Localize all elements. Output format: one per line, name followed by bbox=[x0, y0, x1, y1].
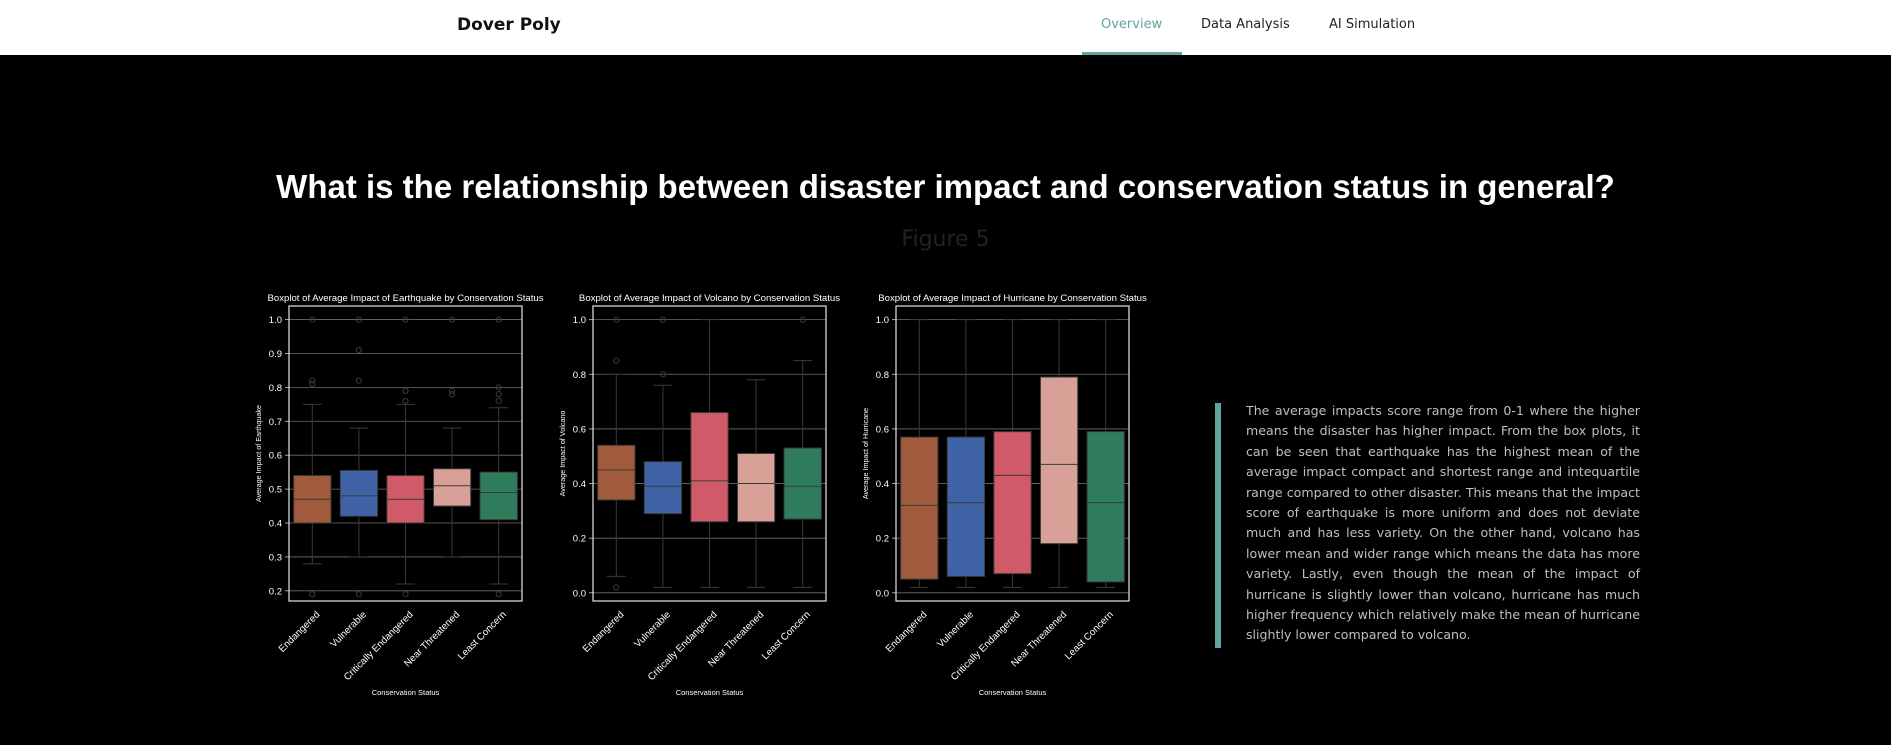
volcano-boxplot: Boxplot of Average Impact of Volcano by … bbox=[559, 293, 840, 697]
page-title: What is the relationship between disaste… bbox=[276, 168, 1615, 205]
y-tick-label: 1.0 bbox=[269, 315, 282, 326]
y-tick-label: 0.0 bbox=[573, 588, 586, 599]
x-tick-label: Least Concern bbox=[1063, 609, 1116, 662]
box-endangered bbox=[597, 444, 636, 501]
box-least-concern bbox=[479, 471, 518, 521]
x-tick-label: Endangered bbox=[277, 609, 323, 655]
y-tick-label: 0.6 bbox=[269, 451, 282, 462]
box-critically-endangered bbox=[690, 412, 729, 523]
outlier-point bbox=[402, 397, 409, 405]
outlier-point bbox=[355, 316, 363, 323]
chart-title: Boxplot of Average Impact of Earthquake … bbox=[267, 293, 543, 304]
y-tick-label: 0.4 bbox=[269, 519, 282, 530]
outlier-point bbox=[449, 387, 456, 394]
y-tick-label: 0.5 bbox=[269, 485, 282, 496]
description-accent-bar bbox=[1215, 403, 1221, 648]
y-tick-label: 1.0 bbox=[573, 315, 586, 326]
outlier-point bbox=[402, 316, 409, 323]
outlier-point bbox=[495, 391, 502, 398]
outlier-point bbox=[355, 591, 363, 598]
outlier-point bbox=[659, 371, 667, 378]
outlier-point bbox=[659, 316, 667, 323]
y-tick-label: 0.4 bbox=[876, 479, 889, 490]
box-least-concern bbox=[1086, 431, 1125, 583]
nav-item-overview[interactable]: Overview bbox=[1101, 17, 1163, 32]
hurricane-boxplot: Boxplot of Average Impact of Hurricane b… bbox=[862, 293, 1147, 697]
y-axis-label: Average Impact of Hurricane bbox=[862, 408, 870, 499]
box-near-threatened bbox=[432, 468, 472, 507]
x-tick-label: Least Concern bbox=[456, 609, 509, 662]
earthquake-boxplot: Boxplot of Average Impact of Earthquake … bbox=[255, 293, 544, 697]
y-tick-label: 0.2 bbox=[269, 586, 282, 597]
outlier-point bbox=[402, 387, 409, 394]
outlier-point bbox=[355, 346, 363, 354]
y-axis-label: Average Impact of Earthquake bbox=[255, 405, 263, 502]
x-axis-label: Conservation Status bbox=[372, 688, 440, 697]
y-tick-label: 0.0 bbox=[876, 588, 889, 599]
x-tick-label: Vulnerable bbox=[632, 609, 673, 650]
box-vulnerable bbox=[339, 469, 379, 517]
plot-frame bbox=[592, 305, 827, 602]
nav-item-data-analysis[interactable]: Data Analysis bbox=[1201, 17, 1290, 32]
box-near-threatened bbox=[1039, 376, 1079, 545]
y-tick-label: 0.3 bbox=[269, 552, 282, 563]
top-navbar: Dover Poly Overview Data Analysis AI Sim… bbox=[0, 0, 1891, 55]
y-tick-label: 0.7 bbox=[269, 417, 282, 428]
outlier-point bbox=[309, 380, 316, 388]
y-tick-label: 0.6 bbox=[876, 424, 889, 435]
description-text: The average impacts score range from 0-1… bbox=[1246, 403, 1640, 643]
outlier-point bbox=[613, 584, 620, 591]
y-tick-label: 0.2 bbox=[876, 534, 889, 545]
outlier-point bbox=[495, 397, 502, 405]
outlier-point bbox=[449, 391, 456, 398]
y-tick-label: 0.8 bbox=[876, 370, 889, 381]
outlier-point bbox=[495, 591, 502, 598]
outlier-point bbox=[613, 357, 620, 364]
chart-title: Boxplot of Average Impact of Volcano by … bbox=[579, 293, 840, 304]
y-tick-label: 0.9 bbox=[269, 349, 282, 360]
x-tick-label: Endangered bbox=[884, 609, 930, 655]
figure-label: Figure 5 bbox=[901, 227, 990, 252]
outlier-point bbox=[402, 591, 409, 598]
outlier-point bbox=[449, 316, 456, 323]
box-vulnerable bbox=[643, 461, 683, 515]
x-axis-label: Conservation Status bbox=[676, 688, 744, 697]
nav-item-ai-simulation[interactable]: AI Simulation bbox=[1329, 17, 1416, 32]
x-tick-label: Vulnerable bbox=[935, 609, 976, 650]
outlier-point bbox=[309, 591, 316, 598]
outlier-point bbox=[495, 384, 502, 391]
brand-logo[interactable]: Dover Poly bbox=[457, 15, 561, 35]
outlier-point bbox=[799, 316, 806, 323]
box-critically-endangered bbox=[993, 431, 1032, 575]
y-tick-label: 0.2 bbox=[573, 534, 586, 545]
plot-frame bbox=[895, 305, 1130, 602]
outlier-point bbox=[613, 316, 620, 323]
outlier-point bbox=[355, 377, 363, 384]
outlier-point bbox=[309, 377, 316, 384]
outlier-point bbox=[309, 316, 316, 323]
box-endangered bbox=[900, 436, 939, 580]
y-tick-label: 1.0 bbox=[876, 315, 889, 326]
y-axis-label: Average Impact of Volcano bbox=[559, 411, 567, 497]
box-least-concern bbox=[783, 447, 822, 520]
y-tick-label: 0.8 bbox=[573, 370, 586, 381]
box-vulnerable bbox=[946, 436, 986, 577]
y-tick-label: 0.6 bbox=[573, 424, 586, 435]
y-tick-label: 0.4 bbox=[573, 479, 586, 490]
x-tick-label: Endangered bbox=[581, 609, 627, 655]
x-tick-label: Vulnerable bbox=[328, 609, 369, 650]
x-tick-label: Least Concern bbox=[760, 609, 813, 662]
outlier-point bbox=[495, 316, 502, 323]
active-tab-indicator bbox=[1082, 52, 1182, 55]
x-axis-label: Conservation Status bbox=[979, 688, 1047, 697]
plot-frame bbox=[288, 305, 523, 602]
y-tick-label: 0.8 bbox=[269, 383, 282, 394]
chart-title: Boxplot of Average Impact of Hurricane b… bbox=[878, 293, 1147, 304]
box-near-threatened bbox=[736, 453, 776, 523]
